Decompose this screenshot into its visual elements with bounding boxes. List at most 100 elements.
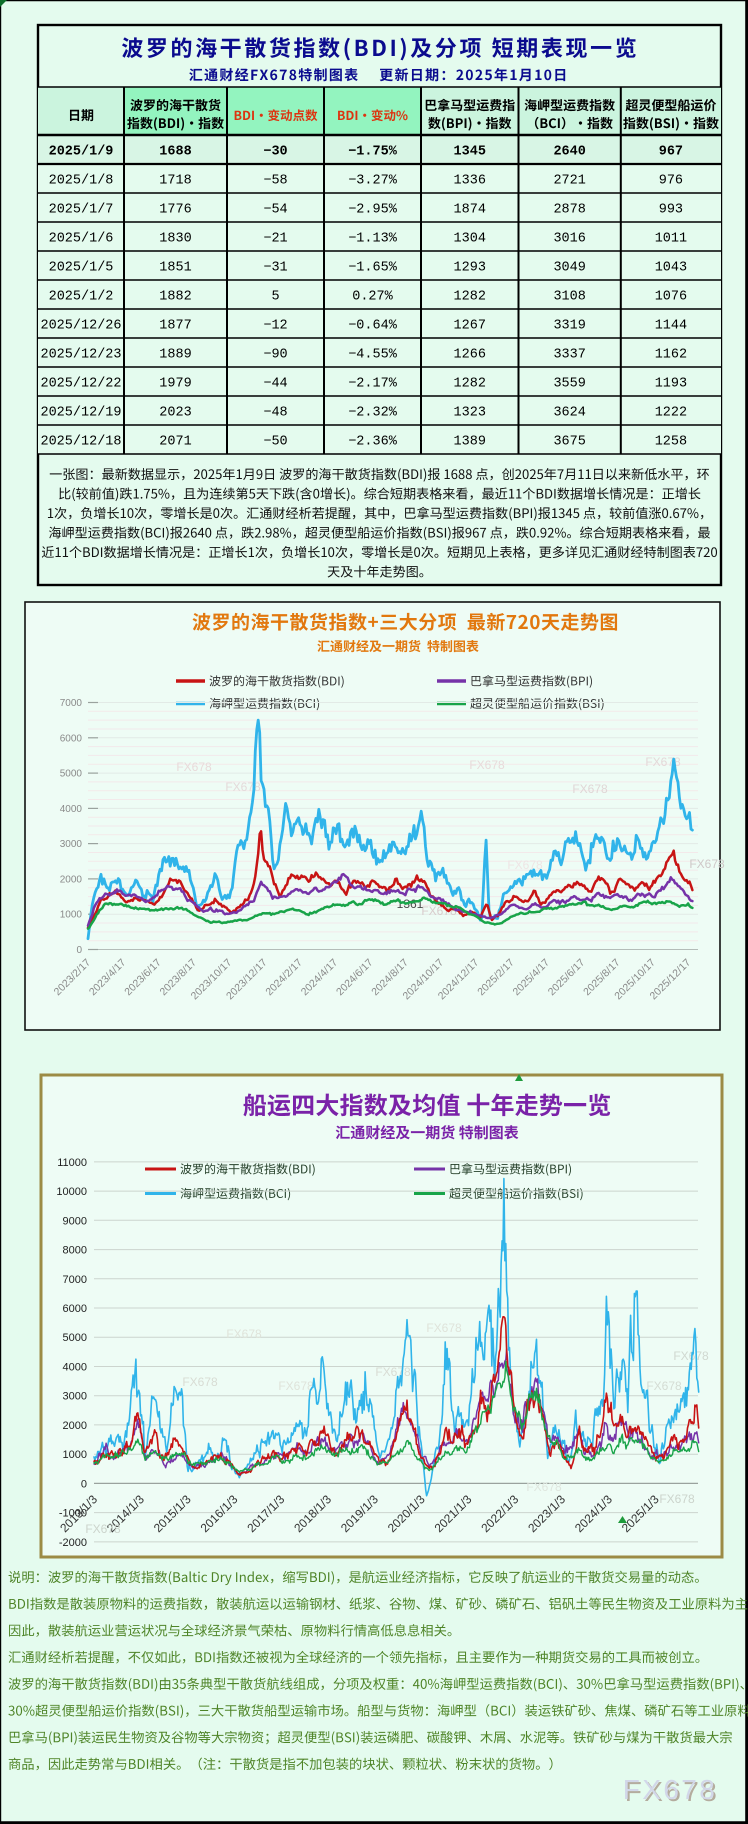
svg-text:1345: 1345 bbox=[454, 145, 486, 160]
svg-text:3675: 3675 bbox=[553, 435, 585, 450]
svg-text:3559: 3559 bbox=[553, 377, 585, 392]
svg-text:1830: 1830 bbox=[159, 232, 191, 247]
svg-text:1162: 1162 bbox=[655, 348, 687, 363]
svg-text:1267: 1267 bbox=[454, 319, 486, 334]
svg-text:FX678: FX678 bbox=[426, 1321, 462, 1335]
svg-text:1851: 1851 bbox=[159, 261, 191, 276]
svg-text:2025/1/8: 2025/1/8 bbox=[49, 174, 114, 189]
svg-text:2721: 2721 bbox=[553, 174, 585, 189]
svg-text:7000: 7000 bbox=[60, 698, 83, 709]
svg-text:FX678: FX678 bbox=[659, 1492, 695, 1506]
svg-text:6000: 6000 bbox=[60, 733, 83, 744]
svg-text:0: 0 bbox=[76, 945, 82, 956]
svg-text:FX678: FX678 bbox=[225, 780, 261, 794]
svg-text:1889: 1889 bbox=[159, 348, 191, 363]
svg-text:FX678: FX678 bbox=[623, 1774, 718, 1805]
svg-text:2025/1/7: 2025/1/7 bbox=[49, 203, 114, 218]
svg-text:−1.13%: −1.13% bbox=[348, 232, 398, 247]
svg-text:1877: 1877 bbox=[159, 319, 191, 334]
svg-text:FX678: FX678 bbox=[526, 1480, 562, 1494]
svg-text:1282: 1282 bbox=[454, 290, 486, 305]
svg-text:2025/1/9: 2025/1/9 bbox=[49, 145, 114, 160]
svg-text:5000: 5000 bbox=[63, 1332, 87, 1344]
svg-text:4000: 4000 bbox=[60, 804, 83, 815]
svg-text:5: 5 bbox=[271, 290, 279, 305]
svg-text:−2.32%: −2.32% bbox=[348, 406, 398, 421]
svg-text:2025/1/5: 2025/1/5 bbox=[49, 261, 114, 276]
svg-text:7000: 7000 bbox=[63, 1274, 87, 1286]
svg-text:−21: −21 bbox=[263, 232, 287, 247]
svg-text:3016: 3016 bbox=[553, 232, 585, 247]
svg-text:8000: 8000 bbox=[63, 1245, 87, 1257]
svg-text:−30: −30 bbox=[263, 145, 287, 160]
svg-text:FX678: FX678 bbox=[689, 857, 725, 871]
svg-text:−2.95%: −2.95% bbox=[348, 203, 398, 218]
svg-text:−48: −48 bbox=[263, 406, 287, 421]
svg-text:−44: −44 bbox=[263, 377, 287, 392]
svg-text:1304: 1304 bbox=[454, 232, 486, 247]
svg-text:1258: 1258 bbox=[655, 435, 687, 450]
svg-text:−4.55%: −4.55% bbox=[348, 348, 398, 363]
svg-text:1144: 1144 bbox=[655, 319, 687, 334]
svg-text:−2.17%: −2.17% bbox=[348, 377, 398, 392]
svg-text:−31: −31 bbox=[263, 261, 287, 276]
svg-text:−1.75%: −1.75% bbox=[348, 145, 398, 160]
svg-text:1688: 1688 bbox=[159, 145, 191, 160]
svg-text:1293: 1293 bbox=[454, 261, 486, 276]
svg-text:6000: 6000 bbox=[63, 1303, 87, 1315]
svg-text:3108: 3108 bbox=[553, 290, 585, 305]
svg-text:1882: 1882 bbox=[159, 290, 191, 305]
svg-text:FX678: FX678 bbox=[226, 1327, 262, 1341]
svg-text:3000: 3000 bbox=[60, 839, 83, 850]
svg-text:1389: 1389 bbox=[454, 435, 486, 450]
svg-text:11000: 11000 bbox=[57, 1157, 87, 1169]
svg-text:3319: 3319 bbox=[553, 319, 585, 334]
svg-text:−2.36%: −2.36% bbox=[348, 435, 398, 450]
svg-text:1000: 1000 bbox=[60, 910, 83, 921]
svg-text:3624: 3624 bbox=[553, 406, 585, 421]
svg-text:FX678: FX678 bbox=[176, 760, 212, 774]
svg-text:2025/12/22: 2025/12/22 bbox=[40, 377, 121, 392]
svg-text:2878: 2878 bbox=[553, 203, 585, 218]
svg-text:993: 993 bbox=[659, 203, 683, 218]
svg-text:1222: 1222 bbox=[655, 406, 687, 421]
svg-text:5000: 5000 bbox=[60, 769, 83, 780]
svg-text:−0.64%: −0.64% bbox=[348, 319, 398, 334]
svg-text:976: 976 bbox=[659, 174, 683, 189]
svg-text:2025/12/23: 2025/12/23 bbox=[40, 348, 121, 363]
svg-text:9000: 9000 bbox=[63, 1215, 87, 1227]
svg-text:1718: 1718 bbox=[159, 174, 191, 189]
svg-text:0.27%: 0.27% bbox=[352, 290, 393, 305]
svg-text:2025/1/6: 2025/1/6 bbox=[49, 232, 114, 247]
svg-text:−1.65%: −1.65% bbox=[348, 261, 398, 276]
svg-text:3337: 3337 bbox=[553, 348, 585, 363]
svg-text:FX678: FX678 bbox=[182, 1375, 218, 1389]
svg-text:2000: 2000 bbox=[63, 1420, 87, 1432]
svg-text:1266: 1266 bbox=[454, 348, 486, 363]
svg-text:FX678: FX678 bbox=[469, 758, 505, 772]
svg-text:2640: 2640 bbox=[553, 145, 585, 160]
svg-text:−90: −90 bbox=[263, 348, 287, 363]
svg-text:1336: 1336 bbox=[454, 174, 486, 189]
svg-text:-2000: -2000 bbox=[59, 1537, 87, 1549]
svg-text:967: 967 bbox=[659, 145, 683, 160]
svg-text:1000: 1000 bbox=[63, 1449, 87, 1461]
svg-text:1874: 1874 bbox=[454, 203, 486, 218]
svg-text:−3.27%: −3.27% bbox=[348, 174, 398, 189]
svg-text:1776: 1776 bbox=[159, 203, 191, 218]
svg-text:1076: 1076 bbox=[655, 290, 687, 305]
svg-text:FX678: FX678 bbox=[646, 1379, 682, 1393]
svg-text:-1000: -1000 bbox=[59, 1508, 87, 1520]
svg-text:3000: 3000 bbox=[63, 1391, 87, 1403]
svg-text:1011: 1011 bbox=[655, 232, 687, 247]
svg-text:−50: −50 bbox=[263, 435, 287, 450]
svg-text:3049: 3049 bbox=[553, 261, 585, 276]
svg-text:2025/12/18: 2025/12/18 bbox=[40, 435, 121, 450]
svg-text:1979: 1979 bbox=[159, 377, 191, 392]
svg-text:0: 0 bbox=[81, 1478, 87, 1490]
svg-text:2025/12/26: 2025/12/26 bbox=[40, 319, 121, 334]
svg-text:2025/1/2: 2025/1/2 bbox=[49, 290, 114, 305]
svg-text:2071: 2071 bbox=[159, 435, 191, 450]
svg-text:2000: 2000 bbox=[60, 874, 83, 885]
svg-text:2023: 2023 bbox=[159, 406, 191, 421]
